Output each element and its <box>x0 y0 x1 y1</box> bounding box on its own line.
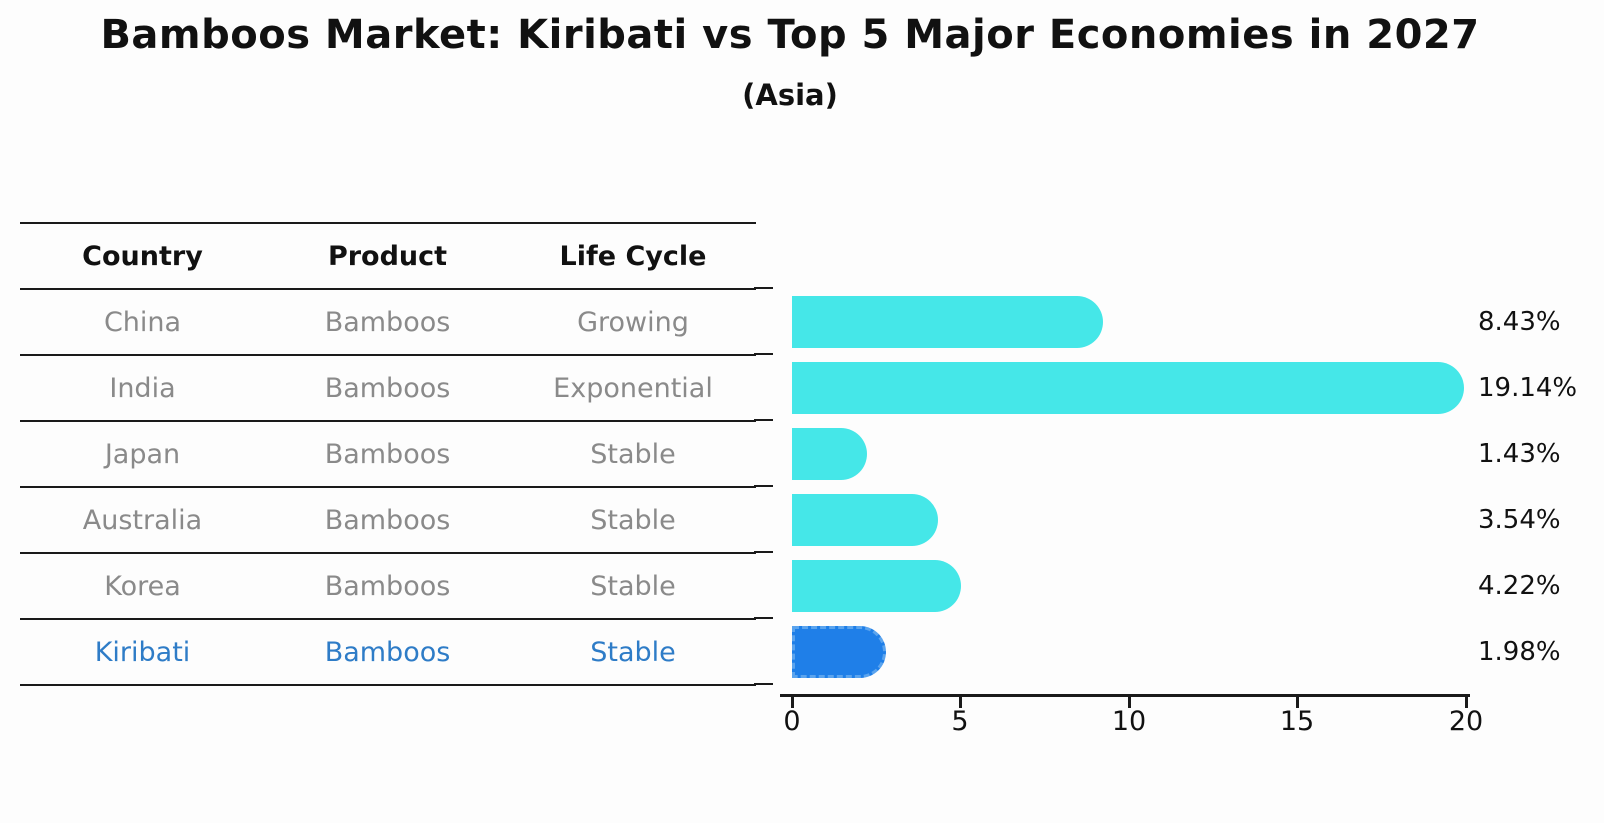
bar-kiribati <box>792 626 886 678</box>
chart-subtitle: (Asia) <box>742 78 838 112</box>
bar-korea <box>792 560 961 612</box>
table-row-kiribati: Kiribati Bamboos Stable <box>20 620 756 686</box>
cell-product: Bamboos <box>324 636 451 668</box>
x-axis-tick <box>1128 697 1131 708</box>
x-axis-tick <box>1465 697 1468 708</box>
country-table: Country Product Life Cycle China Bamboos… <box>20 222 756 686</box>
cell-life-cycle: Stable <box>590 438 676 470</box>
x-tick-label-15: 15 <box>1279 706 1315 737</box>
value-label-china: 8.43% <box>1478 307 1561 337</box>
y-axis-tick <box>754 683 773 685</box>
cell-product: Bamboos <box>324 438 451 470</box>
value-label-kiribati: 1.98% <box>1478 637 1561 667</box>
cell-product: Bamboos <box>324 504 451 536</box>
y-axis-tick <box>754 617 773 619</box>
column-header-country: Country <box>82 240 203 272</box>
x-axis-line <box>780 694 1470 697</box>
bar-japan <box>792 428 867 480</box>
bar-china <box>792 296 1103 348</box>
cell-life-cycle: Stable <box>590 570 676 602</box>
cell-life-cycle: Stable <box>590 636 676 668</box>
chart-title: Bamboos Market: Kiribati vs Top 5 Major … <box>100 12 1480 58</box>
table-header-row: Country Product Life Cycle <box>20 224 756 290</box>
column-header-product: Product <box>327 240 448 272</box>
value-label-korea: 4.22% <box>1478 571 1561 601</box>
cell-country: Kiribati <box>94 636 191 668</box>
cell-product: Bamboos <box>324 372 451 404</box>
value-label-japan: 1.43% <box>1478 439 1561 469</box>
x-tick-label-5: 5 <box>951 706 969 737</box>
cell-product: Bamboos <box>324 306 451 338</box>
cell-life-cycle: Growing <box>577 306 689 338</box>
cell-life-cycle: Stable <box>590 504 676 536</box>
table-row: China Bamboos Growing <box>20 290 756 356</box>
table-row: Japan Bamboos Stable <box>20 422 756 488</box>
bar-australia <box>792 494 938 546</box>
y-axis-tick <box>754 419 773 421</box>
y-axis-tick <box>754 485 773 487</box>
y-axis-tick <box>754 287 773 289</box>
column-header-life-cycle: Life Cycle <box>559 240 707 272</box>
y-axis-tick <box>754 551 773 553</box>
value-label-india: 19.14% <box>1478 373 1578 403</box>
cell-country: Korea <box>104 570 181 602</box>
table-row: Australia Bamboos Stable <box>20 488 756 554</box>
x-axis-tick <box>959 697 962 708</box>
table-row: Korea Bamboos Stable <box>20 554 756 620</box>
bar-india <box>792 362 1464 414</box>
x-tick-label-10: 10 <box>1111 706 1147 737</box>
cell-country: Australia <box>82 504 203 536</box>
cell-life-cycle: Exponential <box>553 372 713 404</box>
cell-country: India <box>109 372 176 404</box>
x-axis-tick <box>791 697 794 708</box>
value-label-australia: 3.54% <box>1478 505 1561 535</box>
x-tick-label-0: 0 <box>783 706 801 737</box>
x-tick-label-20: 20 <box>1448 706 1484 737</box>
table-row: India Bamboos Exponential <box>20 356 756 422</box>
cell-product: Bamboos <box>324 570 451 602</box>
cell-country: Japan <box>104 438 181 470</box>
cell-country: China <box>103 306 182 338</box>
x-axis-tick <box>1296 697 1299 708</box>
y-axis-tick <box>754 353 773 355</box>
